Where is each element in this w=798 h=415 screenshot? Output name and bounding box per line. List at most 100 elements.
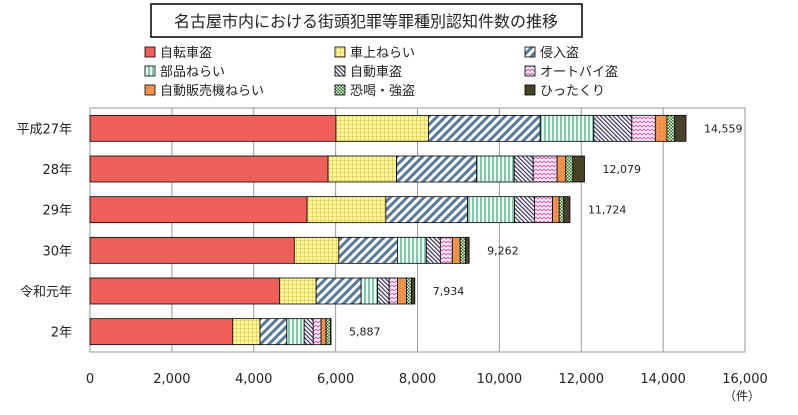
x-tick-label: 6,000 bbox=[317, 372, 354, 387]
gridlines bbox=[89, 107, 746, 353]
legend-label: 部品ねらい bbox=[160, 65, 225, 80]
legend-label: 車上ねらい bbox=[350, 46, 415, 61]
bar-segment-6 bbox=[388, 277, 398, 305]
bar-segment-5 bbox=[377, 277, 390, 305]
bar-segment-6 bbox=[532, 155, 558, 183]
title-box bbox=[150, 3, 583, 38]
legend-label: 侵入盗 bbox=[540, 45, 579, 61]
x-tick-label: 12,000 bbox=[559, 372, 605, 387]
bar-segment-2 bbox=[306, 196, 387, 224]
legend-swatch bbox=[524, 65, 536, 77]
bar-segment-8 bbox=[666, 114, 676, 142]
bar-segment-6 bbox=[631, 114, 656, 142]
bar-segment-2 bbox=[279, 277, 317, 305]
x-tick-label: 14,000 bbox=[640, 372, 686, 387]
bar-segment-4 bbox=[397, 236, 427, 264]
bar-segment-1 bbox=[89, 318, 234, 346]
bar-segment-8 bbox=[325, 318, 331, 346]
bar-segment-2 bbox=[335, 114, 429, 142]
bar-segment-9 bbox=[674, 114, 687, 142]
bar-segment-3 bbox=[385, 196, 468, 224]
x-tick-label: 4,000 bbox=[235, 372, 272, 387]
category-label: 30年 bbox=[42, 244, 72, 259]
legend-swatch bbox=[524, 46, 536, 58]
bar-segment-3 bbox=[427, 114, 541, 142]
bar-segment-1 bbox=[89, 114, 337, 142]
bar-segment-9 bbox=[563, 196, 571, 224]
bar-segment-6 bbox=[439, 236, 453, 264]
bar-segment-6 bbox=[534, 196, 553, 224]
x-unit-label: （件） bbox=[724, 389, 760, 403]
bar-segment-7 bbox=[451, 236, 461, 264]
bar-segment-8 bbox=[459, 236, 466, 264]
bar-segment-6 bbox=[312, 318, 322, 346]
total-label: 12,079 bbox=[602, 163, 641, 176]
legend-swatch bbox=[334, 46, 346, 58]
legend-swatch bbox=[334, 65, 346, 77]
x-tick-label: 2,000 bbox=[153, 372, 190, 387]
bar-segment-2 bbox=[232, 318, 261, 346]
category-label: 平成27年 bbox=[16, 122, 72, 137]
category-label: 28年 bbox=[42, 163, 72, 178]
category-label: 2年 bbox=[51, 326, 72, 341]
bar-segment-7 bbox=[654, 114, 668, 142]
total-label: 14,559 bbox=[704, 122, 743, 135]
legend-label: 自転車盗 bbox=[160, 45, 212, 61]
bar-segment-9 bbox=[411, 277, 416, 305]
total-label: 7,934 bbox=[433, 285, 465, 298]
x-tick-label: 10,000 bbox=[477, 372, 523, 387]
bar-segment-1 bbox=[89, 277, 280, 305]
category-label: 令和元年 bbox=[20, 285, 72, 300]
legend-swatch bbox=[334, 84, 346, 96]
legend-swatch bbox=[144, 46, 156, 58]
legend-swatch bbox=[144, 65, 156, 77]
bar-segment-5 bbox=[593, 114, 633, 142]
bar-segment-8 bbox=[565, 155, 574, 183]
bar-segment-9 bbox=[572, 155, 585, 183]
x-tick-label: 0 bbox=[86, 372, 94, 387]
bar-segment-2 bbox=[293, 236, 340, 264]
bar-segment-4 bbox=[476, 155, 515, 183]
bar-segment-5 bbox=[303, 318, 314, 346]
legend-label: ひったくり bbox=[540, 84, 605, 99]
total-label: 9,262 bbox=[487, 244, 518, 257]
bar-segment-3 bbox=[396, 155, 478, 183]
total-label: 11,724 bbox=[588, 204, 627, 217]
bar-segment-5 bbox=[425, 236, 441, 264]
bar-segment-5 bbox=[514, 196, 535, 224]
legend-label: 恐喝・強盗 bbox=[350, 83, 415, 99]
bar-segment-4 bbox=[286, 318, 305, 346]
bar-segment-7 bbox=[397, 277, 407, 305]
x-tick-label: 16,000 bbox=[722, 372, 768, 387]
legend-swatch bbox=[144, 84, 156, 96]
total-label: 5,887 bbox=[349, 326, 381, 339]
bar-segment-7 bbox=[556, 155, 567, 183]
legend-label: 自動車盗 bbox=[350, 64, 402, 80]
bar-segment-4 bbox=[360, 277, 379, 305]
legend-label: 自動販売機ねらい bbox=[160, 83, 264, 99]
bar-segment-1 bbox=[89, 236, 295, 264]
bar-segment-7 bbox=[552, 196, 560, 224]
bar-segment-9 bbox=[465, 236, 470, 264]
legend-label: オートバイ盗 bbox=[540, 64, 618, 80]
bar-segment-3 bbox=[259, 318, 288, 346]
bar-segment-1 bbox=[89, 196, 308, 224]
bar-segment-5 bbox=[513, 155, 534, 183]
category-label: 29年 bbox=[42, 204, 72, 219]
bar-segment-2 bbox=[327, 155, 397, 183]
x-tick-label: 8,000 bbox=[399, 372, 436, 387]
bar-segment-3 bbox=[338, 236, 398, 264]
legend-swatch bbox=[524, 84, 536, 96]
bars bbox=[89, 114, 687, 346]
bar-segment-3 bbox=[315, 277, 362, 305]
bar-segment-8 bbox=[406, 277, 412, 305]
labels: 0 2,000 4,000 6,000 8,000 10,000 12,000 14,000 1… bbox=[16, 122, 767, 387]
bar-segment-7 bbox=[320, 318, 327, 346]
bar-segment-4 bbox=[539, 114, 595, 142]
chart-title: 名古屋市内における街頭犯罪等罪種別認知件数の推移 bbox=[174, 12, 558, 31]
bar-segment-1 bbox=[89, 155, 329, 183]
bar-segment-4 bbox=[467, 196, 516, 224]
